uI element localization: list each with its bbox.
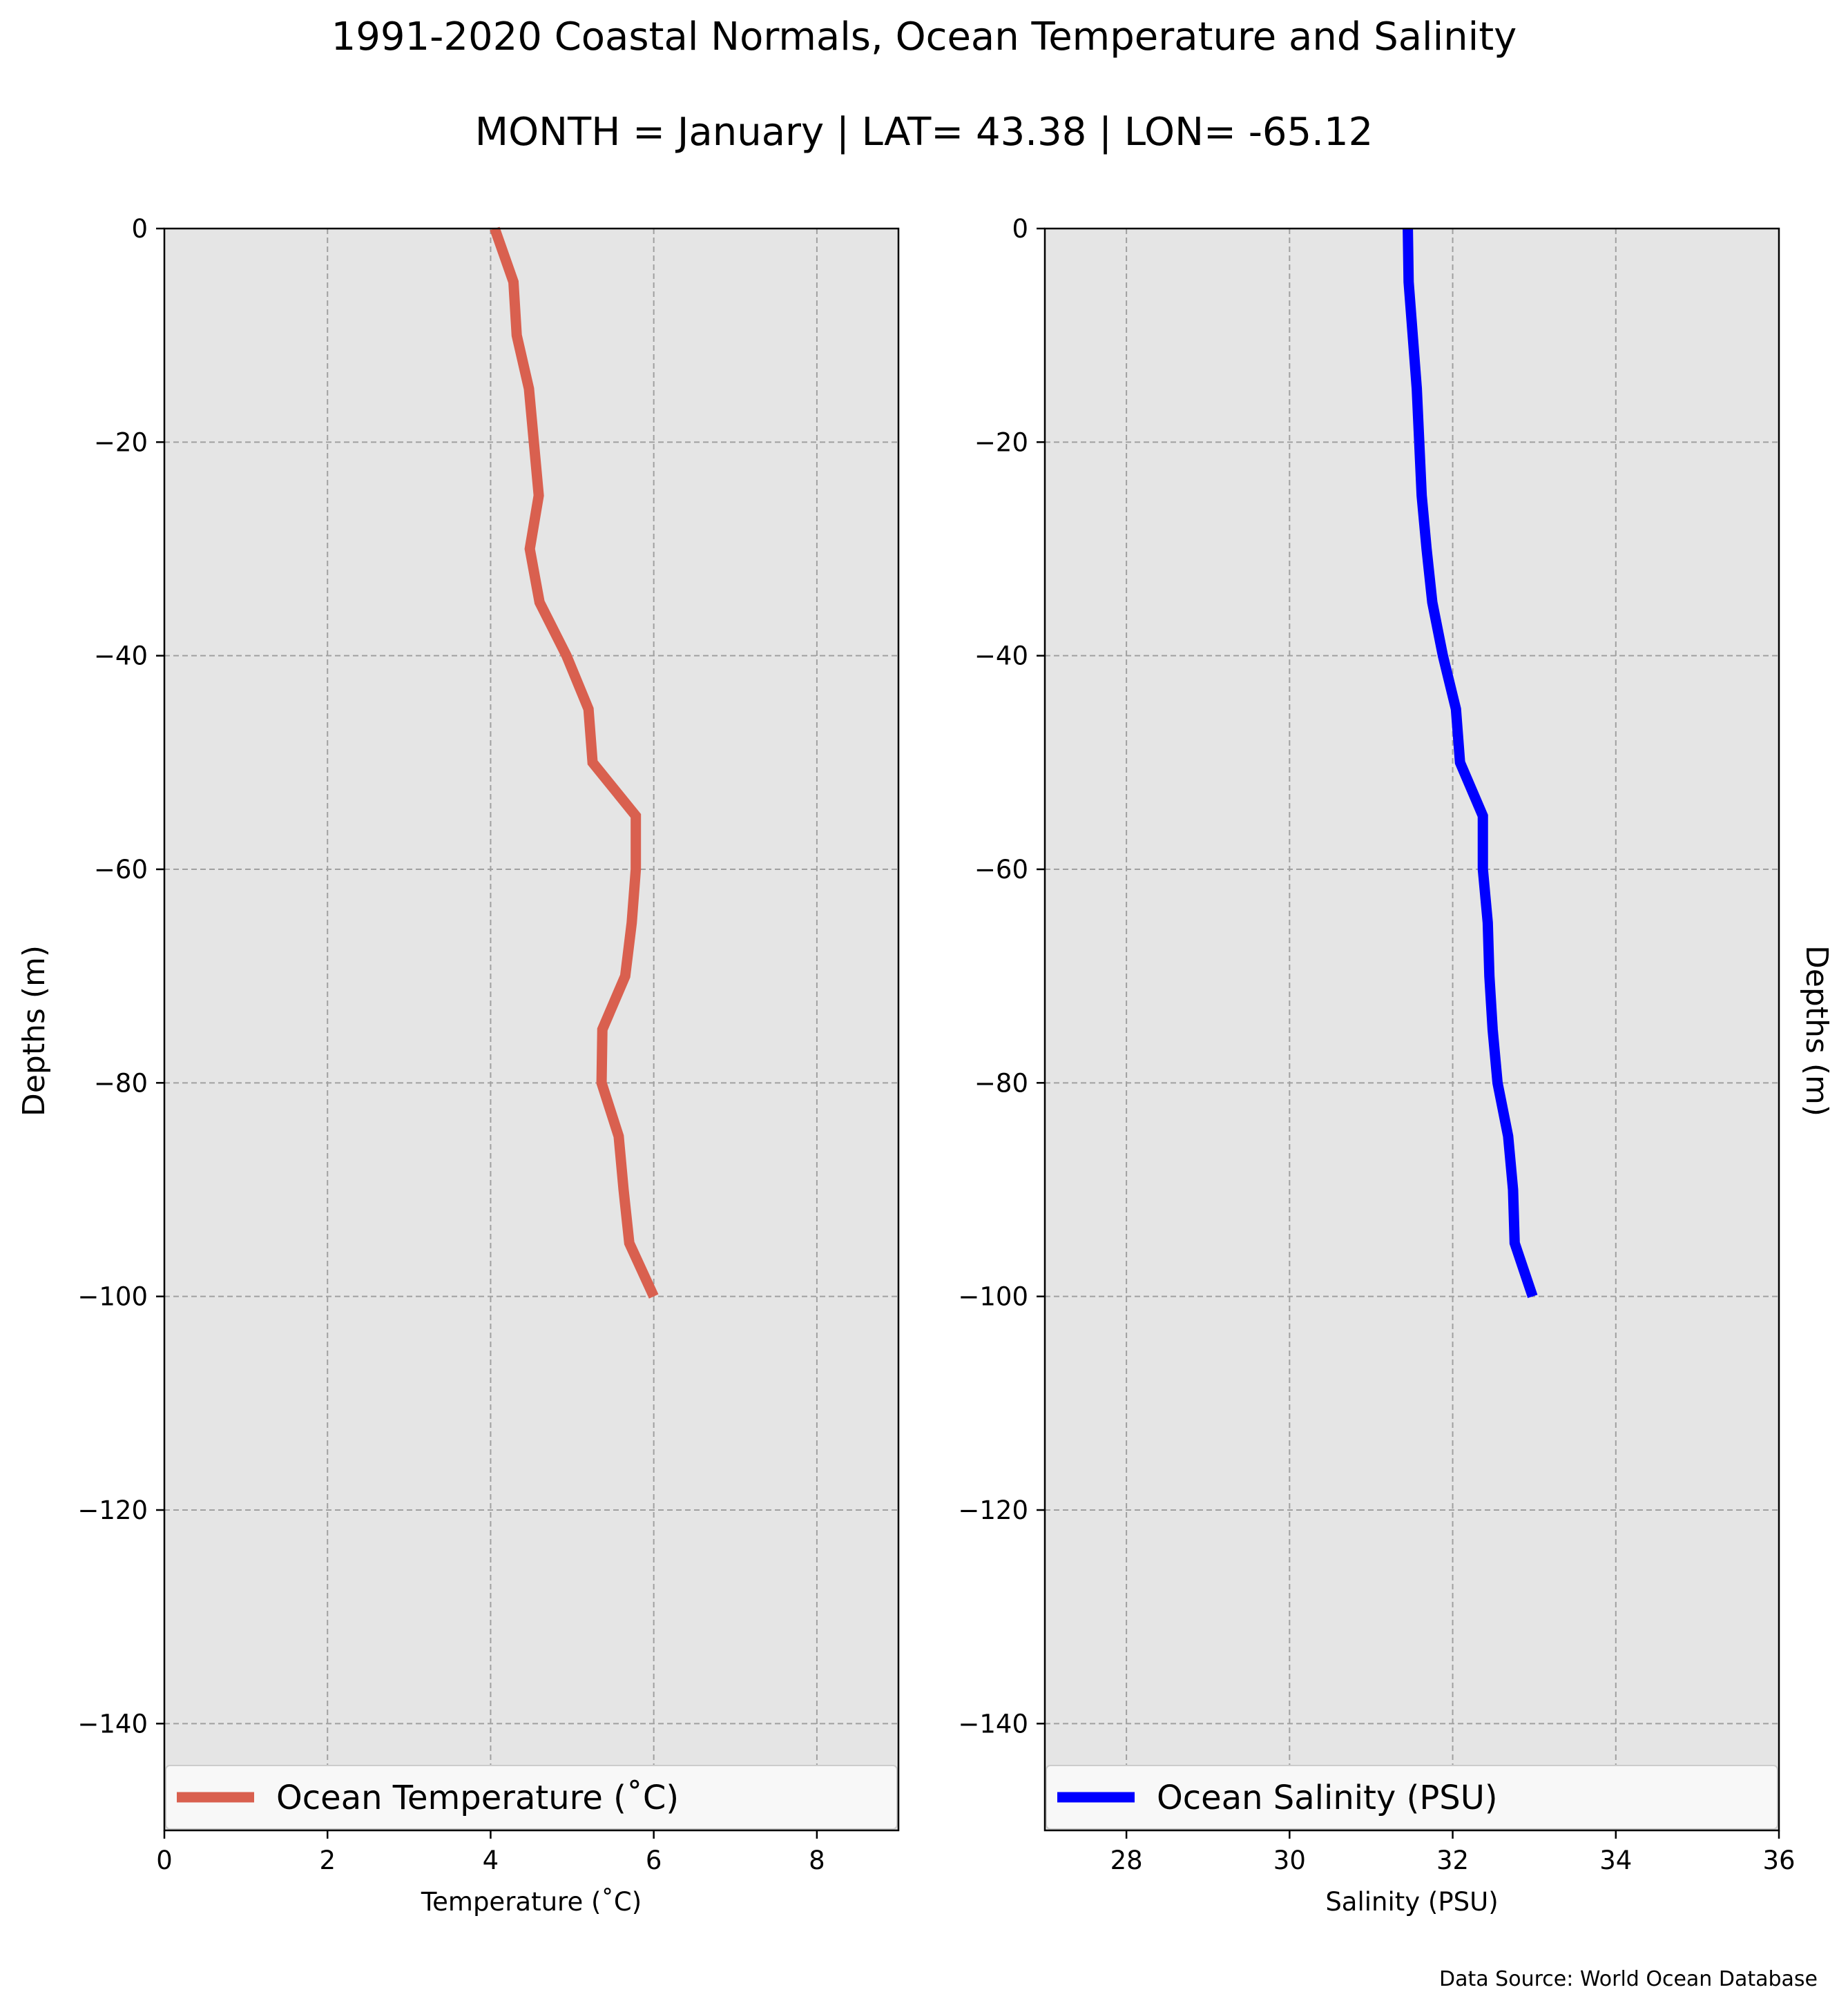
salinity-panel: Ocean Salinity (PSU) 28 30 32 34 36 0 −20 −40 −60… (958, 214, 1795, 1917)
temp-plot-area (164, 229, 898, 1830)
temp-y-tick-label: −40 (94, 641, 148, 671)
sal-x-tick-label: 30 (1273, 1846, 1306, 1875)
sal-y-tick-label: −140 (958, 1709, 1028, 1739)
sal-x-tick-label: 36 (1762, 1846, 1795, 1875)
sal-data-point (1492, 1029, 1493, 1030)
temp-data-point (653, 1296, 655, 1297)
sal-data-point (1532, 1296, 1533, 1297)
data-source-note: Data Source: World Ocean Database (1439, 1967, 1818, 1991)
temp-x-tick-label: 6 (646, 1846, 662, 1875)
sal-data-point (1426, 548, 1427, 550)
temp-x-axis-label: Temperature (˚C) (421, 1887, 642, 1917)
y-axis-label-right: Depths (m) (1799, 945, 1834, 1116)
temp-y-tick-label: −140 (77, 1709, 148, 1739)
sal-x-axis-label: Salinity (PSU) (1325, 1887, 1498, 1917)
temp-x-tick-label: 2 (319, 1846, 336, 1875)
sal-y-tick-label: −80 (974, 1068, 1028, 1098)
sal-y-tick-label: −20 (974, 427, 1028, 457)
temp-data-point (566, 655, 567, 657)
temp-data-point (631, 922, 633, 923)
chart-subtitle: MONTH = January | LAT= 43.38 | LON= -65.… (475, 110, 1373, 155)
temp-y-tick-label: −80 (94, 1068, 148, 1098)
temp-data-point (533, 441, 535, 443)
sal-data-point (1459, 762, 1461, 763)
chart-title: 1991-2020 Coastal Normals, Ocean Tempera… (331, 14, 1517, 59)
sal-data-point (1421, 495, 1423, 496)
temp-y-tick-label: −60 (94, 855, 148, 884)
sal-data-point (1432, 601, 1433, 603)
sal-plot-area (1045, 229, 1779, 1830)
temp-x-tick-label: 8 (809, 1846, 825, 1875)
temp-data-point (635, 869, 637, 870)
temp-data-point (635, 815, 637, 817)
sal-legend-label: Ocean Salinity (PSU) (1157, 1779, 1498, 1817)
temperature-panel: Ocean Temperature (˚C) 0 2 4 6 8 0 −20 −40 −60 −80… (77, 214, 900, 1917)
y-axis-label-left: Depths (m) (17, 945, 52, 1116)
sal-legend-box (1046, 1765, 1778, 1830)
temp-y-tick-label: −100 (77, 1282, 148, 1312)
sal-axes-frame (1043, 227, 1780, 1832)
temp-legend-label: Ocean Temperature (˚C) (276, 1779, 679, 1817)
temp-y-tick-label: −20 (94, 427, 148, 457)
sal-y-tick-label: −40 (974, 641, 1028, 671)
temp-x-tick-label: 0 (156, 1846, 173, 1875)
sal-data-point (1418, 441, 1420, 443)
sal-x-tick-label: 32 (1436, 1846, 1469, 1875)
sal-data-point (1514, 1242, 1515, 1244)
sal-y-tick-label: −60 (974, 855, 1028, 884)
temp-data-point (628, 1242, 630, 1244)
sal-x-tick-label: 28 (1110, 1846, 1143, 1875)
temp-legend-box (165, 1765, 898, 1830)
temp-x-tick-label: 4 (483, 1846, 499, 1875)
temp-data-point (601, 1029, 603, 1030)
sal-y-tick-label: 0 (1012, 214, 1028, 244)
temp-y-tick-label: 0 (131, 214, 148, 244)
temp-data-point (539, 601, 540, 603)
sal-y-tick-label: −100 (958, 1282, 1028, 1312)
temp-y-tick-label: −120 (77, 1496, 148, 1525)
sal-x-tick-label: 34 (1599, 1846, 1632, 1875)
temp-axes-frame (163, 227, 900, 1832)
sal-data-point (1412, 335, 1414, 336)
sal-y-tick-label: −120 (958, 1496, 1028, 1525)
temp-data-point (588, 708, 589, 710)
